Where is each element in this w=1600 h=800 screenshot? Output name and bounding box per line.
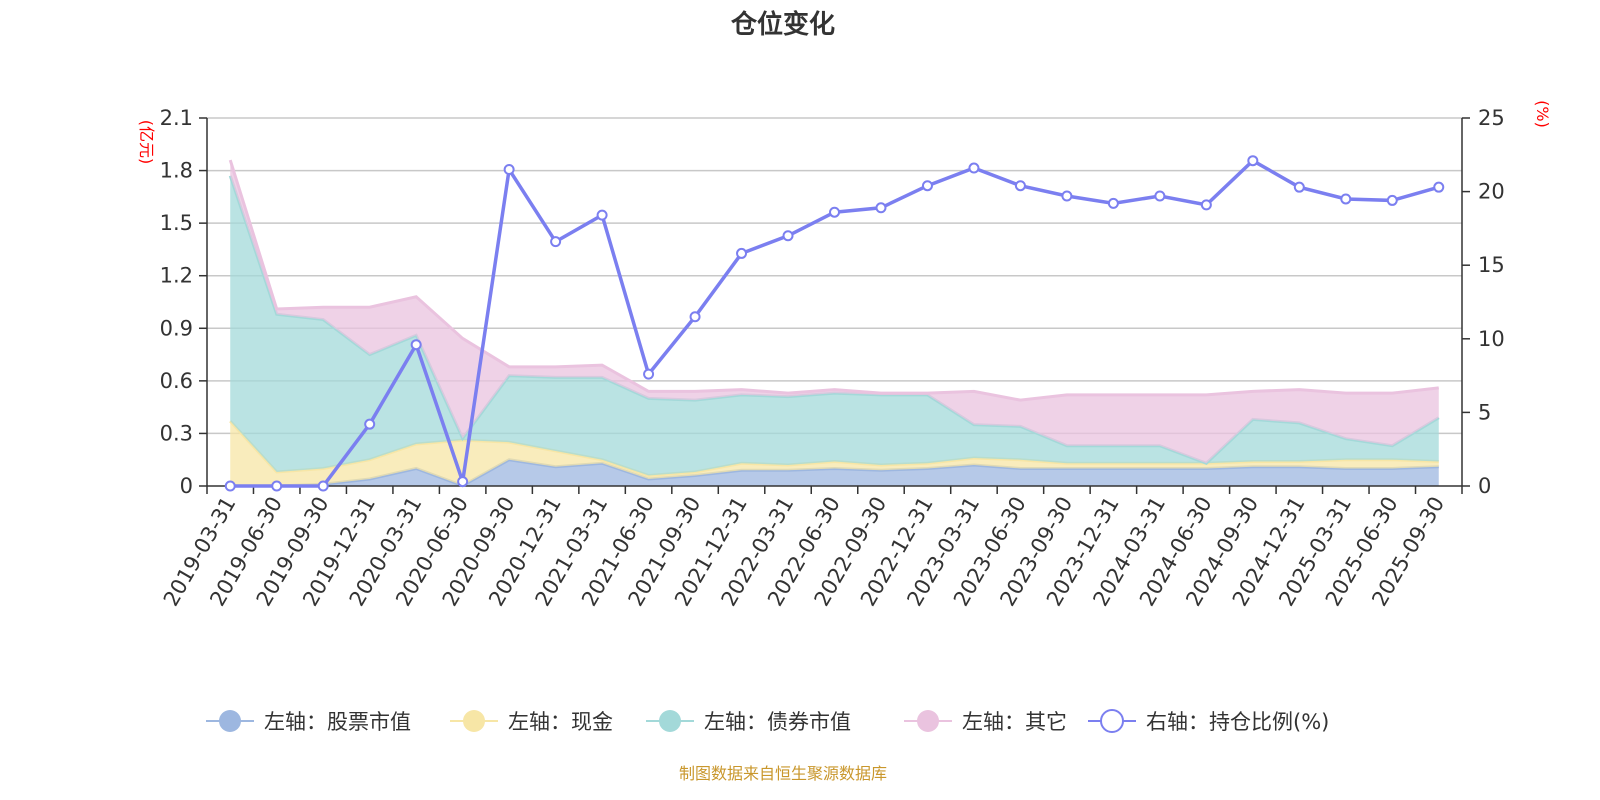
holding-ratio-point	[1433, 181, 1445, 193]
legend-label: 左轴：债券市值	[704, 710, 851, 734]
left-axis-tick-label: 0.9	[160, 316, 193, 340]
legend-marker	[219, 710, 241, 732]
legend-label: 左轴：股票市值	[264, 710, 411, 734]
holding-ratio-point	[224, 480, 236, 492]
legend: 左轴：股票市值 左轴：现金 左轴：债券市值 左轴：其它 右轴：持仓比例(%)	[206, 709, 1329, 734]
holding-ratio-point	[364, 418, 376, 430]
holding-ratio-point	[1107, 197, 1119, 209]
stacked-areas	[228, 159, 1440, 488]
legend-item: 左轴：现金	[450, 710, 613, 734]
legend-item: 右轴：持仓比例(%)	[1088, 709, 1329, 734]
legend-item: 左轴：债券市值	[646, 710, 851, 734]
legend-marker	[659, 710, 681, 732]
holding-ratio-point	[1340, 193, 1352, 205]
legend-label: 左轴：现金	[508, 710, 613, 734]
legend-marker	[463, 710, 485, 732]
holding-ratio-line	[224, 155, 1445, 492]
legend-marker	[1100, 709, 1124, 733]
left-axis-tick-label: 1.2	[160, 264, 193, 288]
holding-ratio-point	[1014, 180, 1026, 192]
left-axis-tick-label: 0.3	[160, 421, 193, 445]
area-series-3	[230, 175, 1439, 476]
right-axis-tick-label: 5	[1478, 400, 1491, 424]
holding-ratio-point	[829, 206, 840, 218]
chart-title: 仓位变化	[730, 9, 835, 40]
right-axis-unit: (%)	[1533, 100, 1552, 128]
area-series-2	[230, 421, 1439, 486]
legend-marker	[917, 710, 939, 732]
left-axis-unit: (亿元)	[137, 120, 156, 165]
right-axis-tick-label: 15	[1478, 253, 1505, 277]
legend-label: 右轴：持仓比例(%)	[1146, 710, 1329, 734]
left-axis-tick-label: 1.8	[160, 159, 193, 183]
holding-ratio-point	[1293, 181, 1305, 193]
holding-ratio-point	[782, 230, 794, 242]
holding-ratio-point	[1200, 199, 1212, 211]
left-axis-tick-label: 0.6	[160, 369, 193, 393]
holding-ratio-point	[457, 476, 469, 488]
legend-item: 左轴：其它	[904, 710, 1067, 734]
area-series-2-edge	[229, 420, 1439, 478]
right-axis-tick-label: 20	[1478, 180, 1505, 204]
right-axis-tick-label: 10	[1478, 327, 1505, 351]
holding-ratio-point	[1386, 194, 1398, 206]
left-axis-tick-label: 2.1	[160, 106, 193, 130]
holding-ratio-point	[550, 236, 562, 248]
holding-ratio-point	[317, 480, 329, 492]
legend-label: 左轴：其它	[962, 710, 1067, 734]
left-axis-tick-label: 0	[180, 474, 193, 498]
holding-ratio-point	[968, 162, 980, 174]
holding-ratio-point	[1061, 190, 1073, 202]
holding-ratio-point	[689, 311, 701, 323]
holding-ratio-point	[921, 180, 933, 192]
holding-ratio-point	[596, 209, 608, 221]
holding-ratio-point	[271, 480, 283, 492]
right-axis-tick-label: 25	[1478, 106, 1505, 130]
left-axis-tick-label: 1.5	[160, 211, 193, 235]
holding-ratio-point	[875, 202, 887, 214]
holding-ratio-point	[736, 247, 748, 259]
area-series-4-edge	[228, 159, 1439, 402]
holding-ratio-point	[503, 164, 515, 176]
legend-item: 左轴：股票市值	[206, 710, 411, 734]
holding-ratio-point	[643, 368, 655, 380]
data-source-note: 制图数据来自恒生聚源数据库	[679, 764, 887, 783]
holding-ratio-point	[1247, 155, 1259, 167]
holding-ratio-point	[1154, 190, 1166, 202]
right-axis-tick-label: 0	[1478, 474, 1491, 498]
holding-ratio-point	[410, 339, 422, 351]
area-series-1	[230, 459, 1439, 486]
